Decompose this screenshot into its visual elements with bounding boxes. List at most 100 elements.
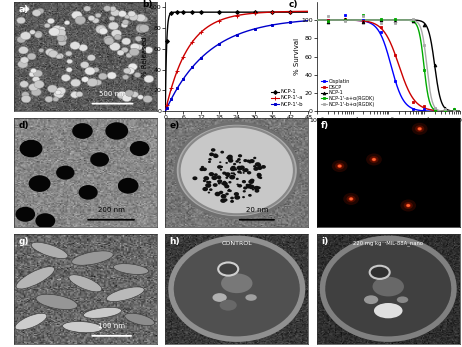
Circle shape [227,155,233,159]
Circle shape [32,10,41,16]
Circle shape [234,174,236,176]
Circle shape [72,123,93,139]
Text: 20 nm: 20 nm [246,207,268,213]
Text: f): f) [321,121,329,130]
Circle shape [22,92,29,98]
Circle shape [234,168,237,171]
Circle shape [242,180,246,183]
Ellipse shape [325,240,451,337]
Circle shape [122,75,129,79]
Circle shape [243,180,245,182]
Circle shape [27,53,36,60]
Circle shape [88,16,95,21]
Circle shape [242,196,245,198]
Circle shape [59,90,64,94]
Text: c): c) [288,0,298,9]
Circle shape [259,177,262,179]
Circle shape [229,189,232,192]
Ellipse shape [31,242,68,259]
Circle shape [227,156,231,160]
Circle shape [67,59,73,64]
Ellipse shape [218,262,238,276]
Circle shape [55,29,66,37]
Circle shape [245,184,249,186]
Circle shape [257,176,261,179]
Circle shape [255,189,259,193]
Circle shape [220,166,223,168]
Circle shape [32,76,40,82]
Circle shape [237,166,242,170]
Circle shape [332,160,347,172]
Circle shape [32,11,39,16]
Circle shape [371,158,377,161]
Circle shape [44,23,50,28]
Circle shape [125,15,130,19]
Circle shape [17,36,25,43]
Circle shape [72,11,82,19]
Circle shape [17,17,25,24]
Circle shape [226,175,229,177]
Circle shape [224,184,230,188]
Circle shape [55,90,61,95]
Circle shape [45,96,53,102]
Circle shape [57,34,67,42]
Circle shape [125,90,134,96]
Circle shape [229,175,235,179]
Circle shape [93,68,99,72]
Ellipse shape [397,296,408,303]
Circle shape [406,204,411,208]
Circle shape [248,179,254,184]
Circle shape [30,68,36,73]
Circle shape [138,95,143,99]
Circle shape [54,90,64,98]
Text: CONTROL: CONTROL [221,240,252,246]
Circle shape [107,72,116,79]
Circle shape [122,38,131,45]
Circle shape [58,40,66,46]
Circle shape [214,192,220,196]
Circle shape [61,74,70,81]
Circle shape [39,48,44,52]
Circle shape [216,175,221,179]
Y-axis label: % Survival: % Survival [294,38,300,75]
Circle shape [218,182,221,185]
Circle shape [79,185,98,200]
Circle shape [257,166,262,170]
Circle shape [109,7,116,11]
Circle shape [217,179,222,183]
Circle shape [220,151,224,154]
Circle shape [236,178,239,180]
Circle shape [129,48,139,56]
Circle shape [61,35,67,39]
Circle shape [249,179,255,182]
Circle shape [87,78,98,86]
Text: a): a) [18,5,28,14]
Ellipse shape [219,300,237,311]
Text: e): e) [170,121,180,130]
Ellipse shape [174,240,300,337]
Circle shape [366,153,382,166]
Text: 200 nm: 200 nm [97,207,124,213]
Ellipse shape [218,262,238,276]
Circle shape [370,156,378,163]
Circle shape [239,162,241,163]
Circle shape [18,46,28,54]
Circle shape [92,18,99,23]
Circle shape [228,181,231,184]
Circle shape [71,79,80,87]
Circle shape [202,187,208,191]
Circle shape [66,51,72,56]
Circle shape [235,160,239,163]
Circle shape [53,97,59,101]
Ellipse shape [69,275,102,292]
Circle shape [52,25,62,33]
Circle shape [239,166,245,170]
Ellipse shape [15,313,47,330]
Circle shape [404,202,413,209]
Circle shape [243,159,247,162]
Circle shape [109,16,115,20]
Circle shape [247,184,252,187]
Circle shape [37,8,44,14]
Circle shape [254,186,260,191]
Ellipse shape [62,321,103,333]
